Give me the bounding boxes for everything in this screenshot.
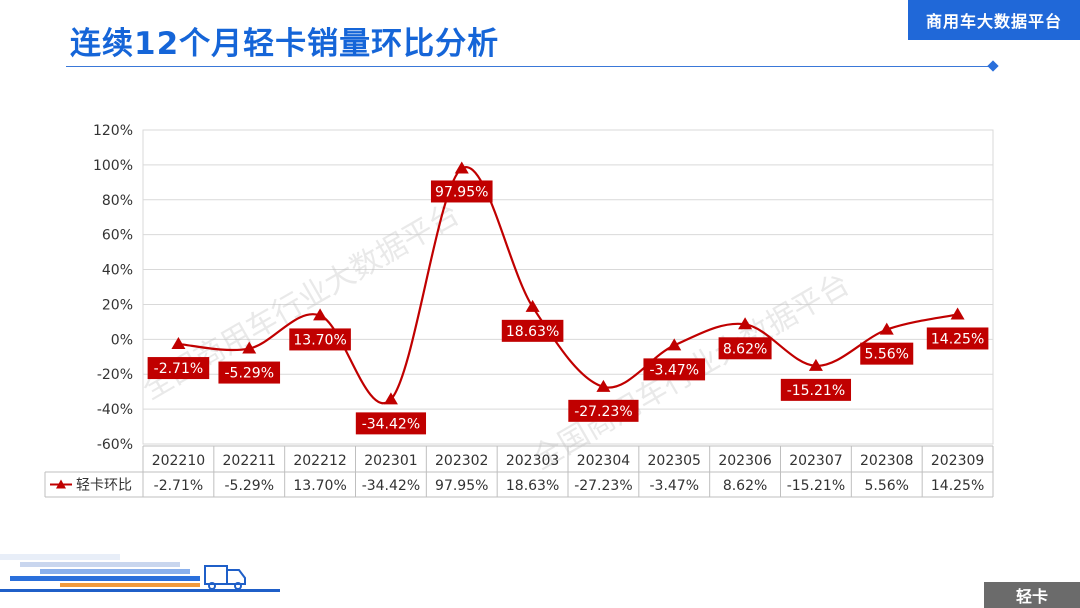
table-cell-value: -5.29% xyxy=(224,478,274,494)
y-tick-label: 20% xyxy=(102,297,133,313)
y-tick-label: 60% xyxy=(102,228,133,244)
x-tick-label: 202303 xyxy=(506,453,559,469)
data-label-box xyxy=(643,358,706,381)
data-label-text: -5.29% xyxy=(224,366,274,382)
data-label: 97.95% xyxy=(430,180,493,203)
data-label-text: 14.25% xyxy=(931,331,984,347)
data-point-marker xyxy=(738,317,753,330)
data-point-marker xyxy=(383,392,398,405)
data-label-box xyxy=(860,342,914,365)
data-label: 14.25% xyxy=(926,327,989,350)
brand-badge: 商用车大数据平台 xyxy=(908,0,1080,40)
data-label: 8.62% xyxy=(718,337,772,360)
table-cell-value: 5.56% xyxy=(865,478,909,494)
data-label-text: 8.62% xyxy=(723,341,767,357)
truck-decoration xyxy=(0,554,280,592)
data-point-marker xyxy=(525,299,540,312)
data-label-box xyxy=(147,357,210,380)
data-label: -3.47% xyxy=(643,358,706,381)
data-point-marker xyxy=(242,341,257,354)
data-label-text: 18.63% xyxy=(506,324,559,340)
data-label-box xyxy=(780,378,852,401)
data-point-marker xyxy=(950,307,965,320)
table-cell-value: -2.71% xyxy=(154,478,204,494)
data-label-text: -3.47% xyxy=(649,362,699,378)
table-cell-value: 18.63% xyxy=(506,478,559,494)
chart-series xyxy=(171,161,965,405)
chart-axes: 120% 100% 80% 60% 40% 20% 0% -20% -40% -60% xyxy=(93,123,133,453)
data-label: 5.56% xyxy=(860,342,914,365)
table-cell-value: -27.23% xyxy=(574,478,632,494)
y-tick-label: 40% xyxy=(102,263,133,279)
data-label-box xyxy=(568,399,639,422)
table-cell-value: 8.62% xyxy=(723,478,767,494)
table-cell-value: -15.21% xyxy=(787,478,845,494)
y-tick-label: -20% xyxy=(97,367,133,383)
data-point-marker xyxy=(313,308,328,321)
table-cell-value: 97.95% xyxy=(435,478,488,494)
x-tick-label: 202302 xyxy=(435,453,488,469)
data-label: -2.71% xyxy=(147,357,210,380)
y-tick-label: -40% xyxy=(97,402,133,418)
data-label: 13.70% xyxy=(289,328,351,351)
category-tag: 轻卡 xyxy=(984,582,1080,608)
data-label-text: -15.21% xyxy=(787,383,845,399)
data-point-marker xyxy=(596,379,611,392)
data-label-box xyxy=(926,327,989,350)
legend-marker xyxy=(56,479,66,489)
data-point-marker xyxy=(454,161,469,174)
table-cell-value: 14.25% xyxy=(931,478,984,494)
x-tick-label: 202304 xyxy=(577,453,631,469)
x-tick-label: 202212 xyxy=(293,453,346,469)
data-label: -27.23% xyxy=(568,399,639,422)
table-cell-value: 13.70% xyxy=(293,478,346,494)
data-label-text: 97.95% xyxy=(435,184,488,200)
data-label-box xyxy=(289,328,351,351)
data-label-box xyxy=(501,319,564,342)
data-label-text: 13.70% xyxy=(293,332,346,348)
y-tick-label: -60% xyxy=(97,437,133,453)
data-point-marker xyxy=(171,337,186,350)
data-table: 202210 -2.71% 202211 -5.29% 202212 13.70% 2023… xyxy=(44,445,994,498)
table-cell-value: -3.47% xyxy=(649,478,699,494)
x-tick-label: 202301 xyxy=(364,453,417,469)
y-tick-label: 0% xyxy=(111,332,133,348)
chart-grid xyxy=(142,129,994,445)
data-point-marker xyxy=(667,338,682,351)
data-label-box xyxy=(718,337,772,360)
data-label-box xyxy=(430,180,493,203)
data-label-text: -2.71% xyxy=(154,361,204,377)
title-underline xyxy=(66,66,994,67)
data-label-text: 5.56% xyxy=(865,347,909,363)
data-label: -15.21% xyxy=(780,378,852,401)
x-tick-label: 202307 xyxy=(789,453,842,469)
x-tick-label: 202308 xyxy=(860,453,913,469)
x-tick-label: 202211 xyxy=(223,453,276,469)
plot-area xyxy=(142,129,994,445)
y-tick-label: 120% xyxy=(93,123,133,139)
data-label-box xyxy=(218,361,281,384)
data-point-marker xyxy=(808,358,823,371)
x-tick-label: 202306 xyxy=(718,453,772,469)
legend-series-name: 轻卡环比 xyxy=(76,478,132,494)
data-label-text: -34.42% xyxy=(362,416,420,432)
page-title: 连续12个月轻卡销量环比分析 xyxy=(70,26,500,62)
y-tick-label: 100% xyxy=(93,158,133,174)
data-labels: -2.71% -5.29% 13.70% -34.42% 97.95% 18.63% -27… xyxy=(147,180,989,435)
y-tick-label: 80% xyxy=(102,193,133,209)
x-tick-label: 202210 xyxy=(152,453,205,469)
table-cell-value: -34.42% xyxy=(362,478,420,494)
data-label: 18.63% xyxy=(501,319,564,342)
data-label: -34.42% xyxy=(355,412,427,435)
data-point-marker xyxy=(879,322,894,335)
x-tick-label: 202305 xyxy=(648,453,701,469)
watermark-layer: 全国商用车行业大数据平台 全国商用车行业大数据平台 xyxy=(137,197,856,477)
x-tick-label: 202309 xyxy=(931,453,984,469)
data-label-box xyxy=(355,412,427,435)
data-label: -5.29% xyxy=(218,361,281,384)
data-label-text: -27.23% xyxy=(574,404,632,420)
